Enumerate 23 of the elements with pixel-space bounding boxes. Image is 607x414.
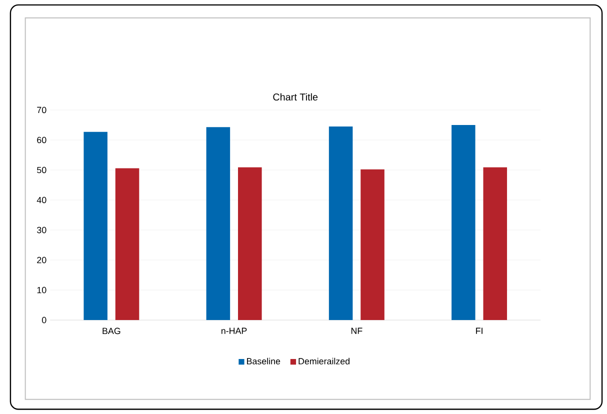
bar: [206, 127, 230, 320]
x-tick-label: BAG: [102, 328, 120, 334]
chart-title: Chart Title: [273, 93, 318, 100]
y-tick-label: 20: [37, 256, 46, 264]
y-tick-label: 50: [37, 166, 46, 174]
x-tick-label: n-HAP: [221, 328, 247, 334]
x-tick-label: NF: [351, 328, 362, 334]
y-tick-label: 30: [37, 226, 46, 234]
y-tick-label: 70: [37, 106, 46, 114]
legend-label: Demierailzed: [298, 358, 350, 364]
y-tick-label: 10: [37, 286, 46, 294]
bar: [238, 167, 262, 320]
bar: [360, 169, 384, 320]
bar: [452, 124, 476, 320]
y-tick-label: 60: [37, 136, 46, 144]
bar: [84, 132, 108, 320]
y-tick-label: 40: [36, 196, 46, 204]
bar: [115, 168, 140, 320]
x-tick-label: FI: [476, 328, 482, 334]
y-tick-label: 0: [42, 316, 46, 324]
bar: [328, 126, 353, 320]
legend-label: Baseline: [247, 358, 280, 364]
bar: [483, 167, 508, 320]
